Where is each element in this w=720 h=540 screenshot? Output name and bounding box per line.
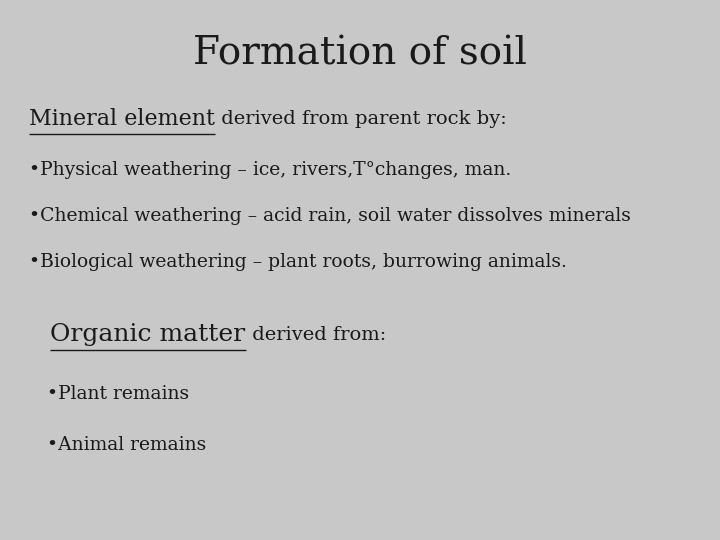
Text: •Physical weathering – ice, rivers,T°changes, man.: •Physical weathering – ice, rivers,T°cha… bbox=[29, 161, 511, 179]
Text: Organic matter: Organic matter bbox=[50, 323, 246, 346]
Text: •Plant remains: •Plant remains bbox=[47, 385, 189, 403]
Text: •Animal remains: •Animal remains bbox=[47, 436, 206, 455]
Text: •Biological weathering – plant roots, burrowing animals.: •Biological weathering – plant roots, bu… bbox=[29, 253, 567, 271]
Text: derived from:: derived from: bbox=[246, 326, 386, 344]
Text: Mineral element: Mineral element bbox=[29, 108, 215, 130]
Text: •Chemical weathering – acid rain, soil water dissolves minerals: •Chemical weathering – acid rain, soil w… bbox=[29, 207, 631, 225]
Text: Formation of soil: Formation of soil bbox=[193, 36, 527, 72]
Text: derived from parent rock by:: derived from parent rock by: bbox=[215, 110, 507, 128]
